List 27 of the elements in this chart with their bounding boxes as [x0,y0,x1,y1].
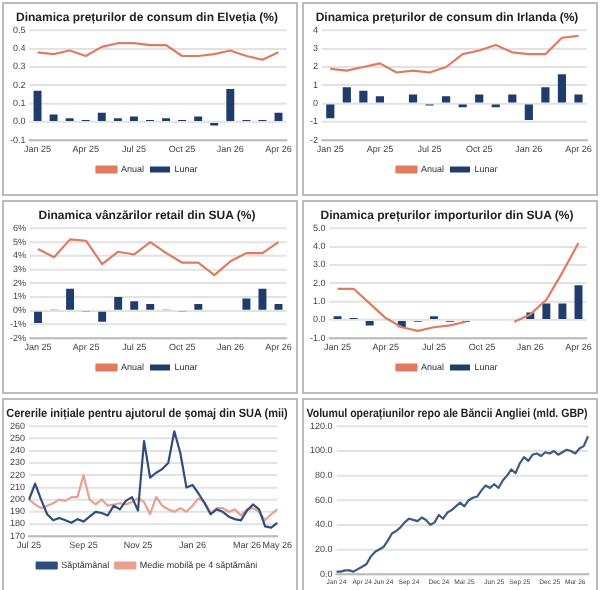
bar [226,88,235,121]
bar [342,87,351,103]
bar [33,90,42,121]
bar [242,298,251,310]
bar [574,94,583,103]
bar [326,104,335,119]
bar [194,303,203,310]
bar [49,114,58,121]
bar [541,87,550,103]
bar [34,311,42,324]
bar [98,311,107,322]
bar [475,94,484,103]
bar [375,96,385,103]
bar [114,297,123,310]
bar [258,288,267,310]
bar [508,94,517,103]
bar [558,303,567,319]
bar [442,96,451,103]
bar [408,94,418,103]
bar [130,301,139,310]
bar [524,104,533,121]
bar [359,90,368,103]
bar [557,74,567,103]
bar [146,303,155,310]
bar [66,288,75,310]
bar [97,112,106,121]
bar [542,303,551,319]
